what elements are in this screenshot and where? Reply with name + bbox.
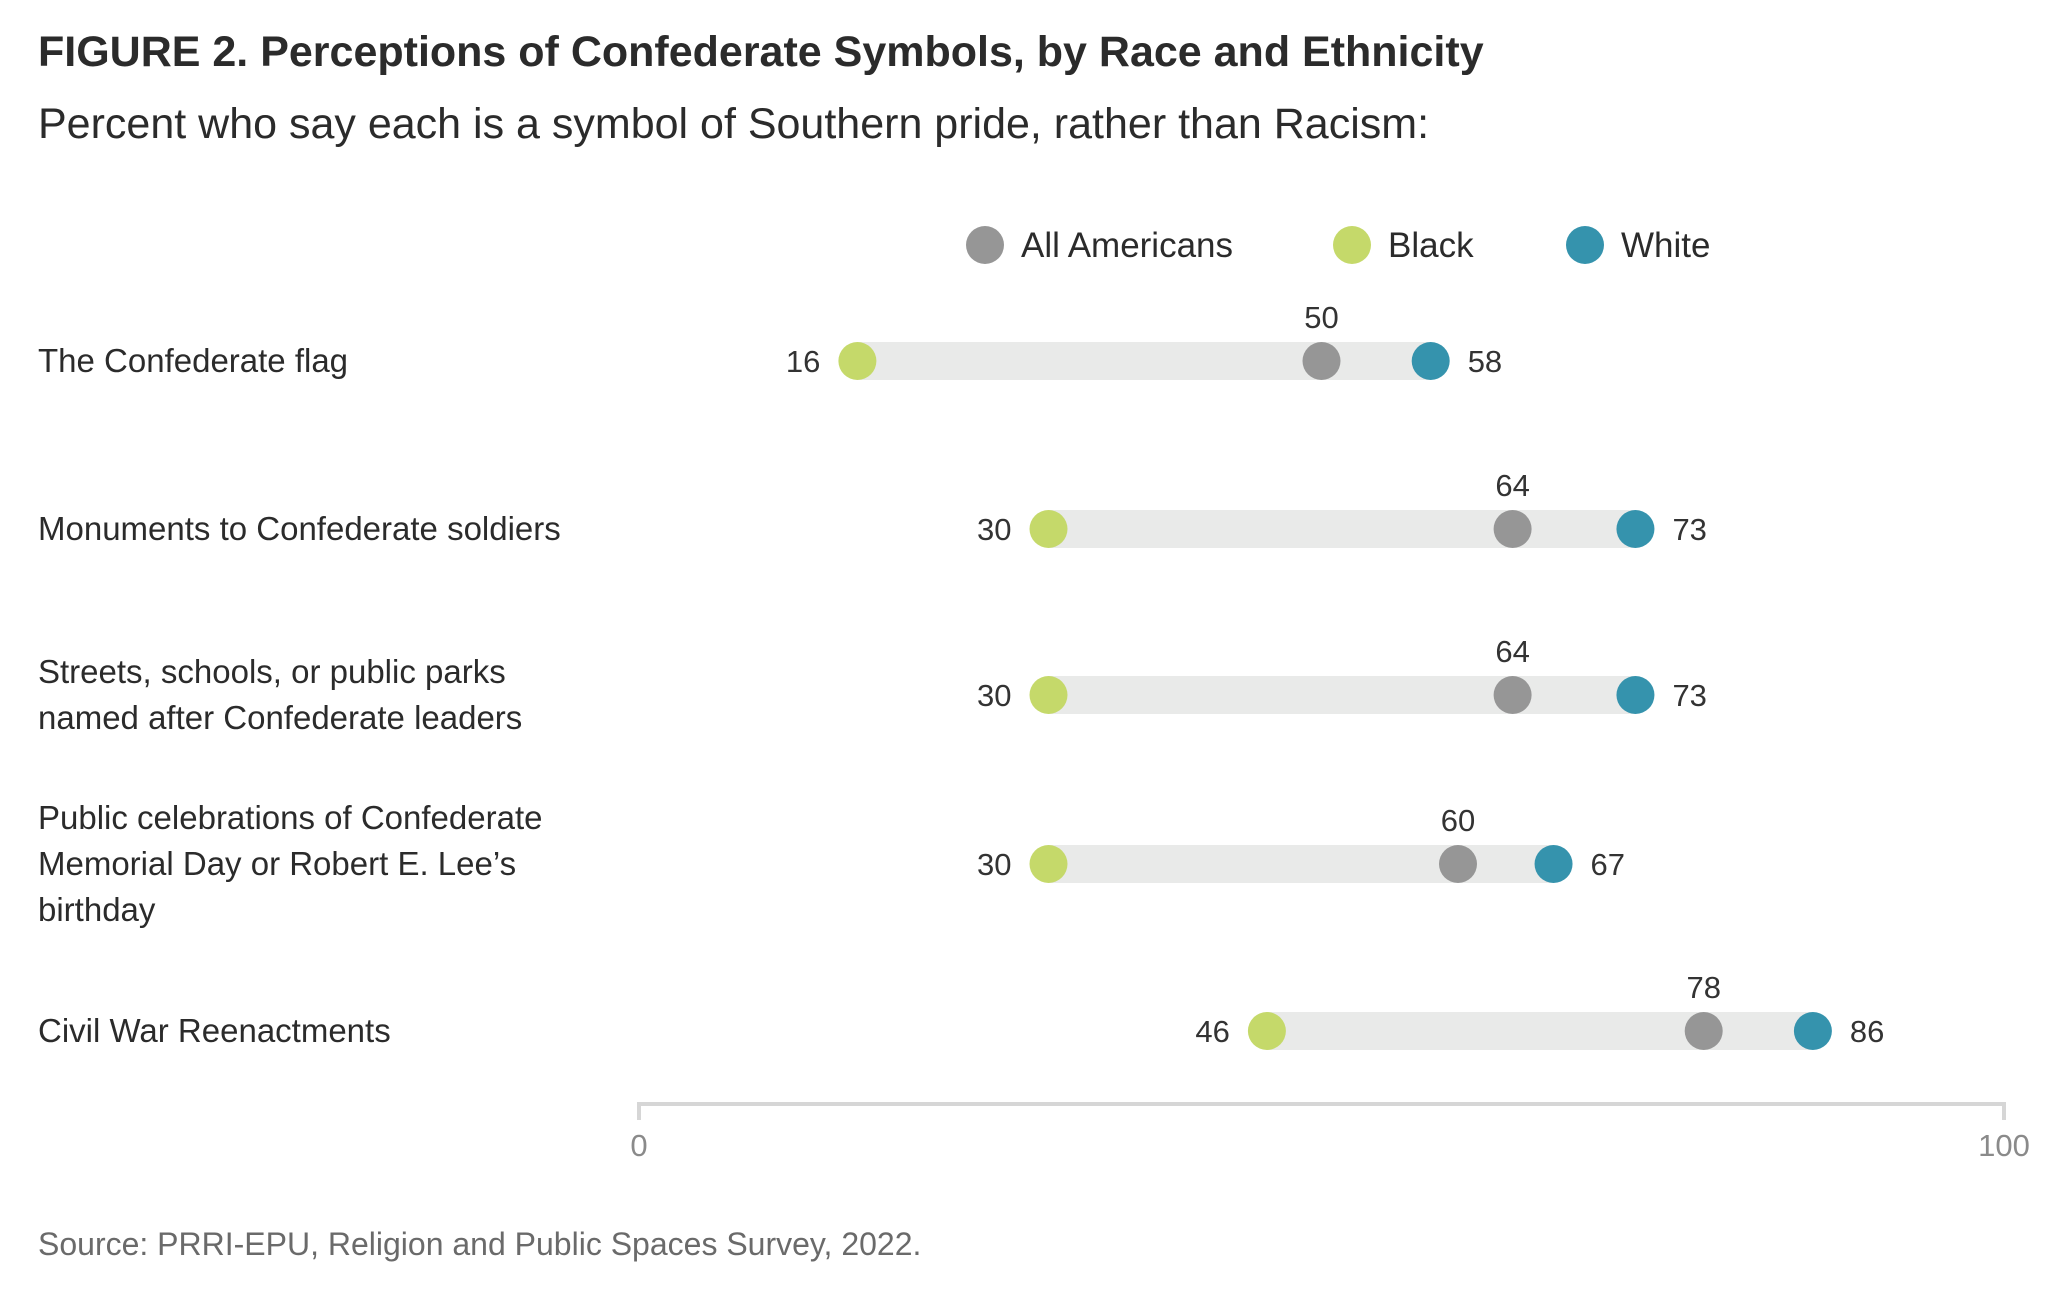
dot-all-americans — [1684, 1012, 1723, 1050]
value-label-all-americans: 64 — [1495, 634, 1529, 669]
legend-label-white: White — [1621, 226, 1710, 265]
dot-all-americans — [1493, 510, 1532, 548]
category-label: The Confederate flag — [38, 342, 348, 379]
dot-all-americans — [1439, 845, 1477, 883]
range-track — [857, 342, 1431, 380]
legend-label-all: All Americans — [1021, 226, 1233, 265]
value-label-black: 30 — [977, 847, 1011, 882]
legend-marker-white — [1566, 226, 1604, 264]
value-label-all-americans: 78 — [1686, 970, 1720, 1005]
range-track — [1048, 845, 1554, 883]
dot-black — [1029, 845, 1068, 883]
dot-black — [1029, 676, 1068, 714]
range-track — [1048, 510, 1636, 548]
value-label-all-americans: 60 — [1441, 803, 1475, 838]
category-label: Memorial Day or Robert E. Lee’s — [38, 845, 516, 882]
dot-white — [1411, 342, 1450, 380]
dot-white — [1616, 510, 1655, 548]
dot-all-americans — [1302, 342, 1341, 380]
dot-black — [1029, 510, 1068, 548]
legend-marker-all — [966, 226, 1004, 264]
category-label: Streets, schools, or public parks — [38, 653, 506, 690]
chart-subtitle: Percent who say each is a symbol of Sout… — [38, 100, 1430, 148]
range-track — [1048, 676, 1636, 714]
category-label: named after Confederate leaders — [38, 699, 522, 736]
category-label: Public celebrations of Confederate — [38, 799, 542, 836]
dot-white — [1793, 1012, 1832, 1050]
chart-title: FIGURE 2. Perceptions of Confederate Sym… — [38, 28, 1484, 76]
dot-all-americans — [1493, 676, 1532, 714]
value-label-all-americans: 50 — [1304, 300, 1338, 335]
value-label-black: 30 — [977, 678, 1011, 713]
dot-black — [838, 342, 877, 380]
range-track — [1266, 1012, 1813, 1050]
x-tick-label: 0 — [630, 1128, 647, 1163]
value-label-white: 73 — [1672, 512, 1706, 547]
value-label-black: 46 — [1195, 1014, 1229, 1049]
value-label-all-americans: 64 — [1495, 468, 1529, 503]
dot-black — [1247, 1012, 1286, 1050]
source-note: Source: PRRI-EPU, Religion and Public Sp… — [38, 1226, 922, 1262]
dot-white — [1534, 845, 1573, 883]
value-label-white: 86 — [1850, 1014, 1884, 1049]
value-label-white: 58 — [1468, 344, 1502, 379]
legend-label-black: Black — [1388, 226, 1474, 265]
value-label-white: 73 — [1672, 678, 1706, 713]
category-label: Civil War Reenactments — [38, 1012, 391, 1049]
value-label-black: 30 — [977, 512, 1011, 547]
x-tick-label: 100 — [1978, 1128, 2030, 1163]
category-label: Monuments to Confederate soldiers — [38, 510, 561, 547]
legend-marker-black — [1333, 226, 1371, 264]
value-label-white: 67 — [1591, 847, 1625, 882]
dot-white — [1616, 676, 1655, 714]
value-label-black: 16 — [786, 344, 820, 379]
category-label: birthday — [38, 891, 156, 928]
